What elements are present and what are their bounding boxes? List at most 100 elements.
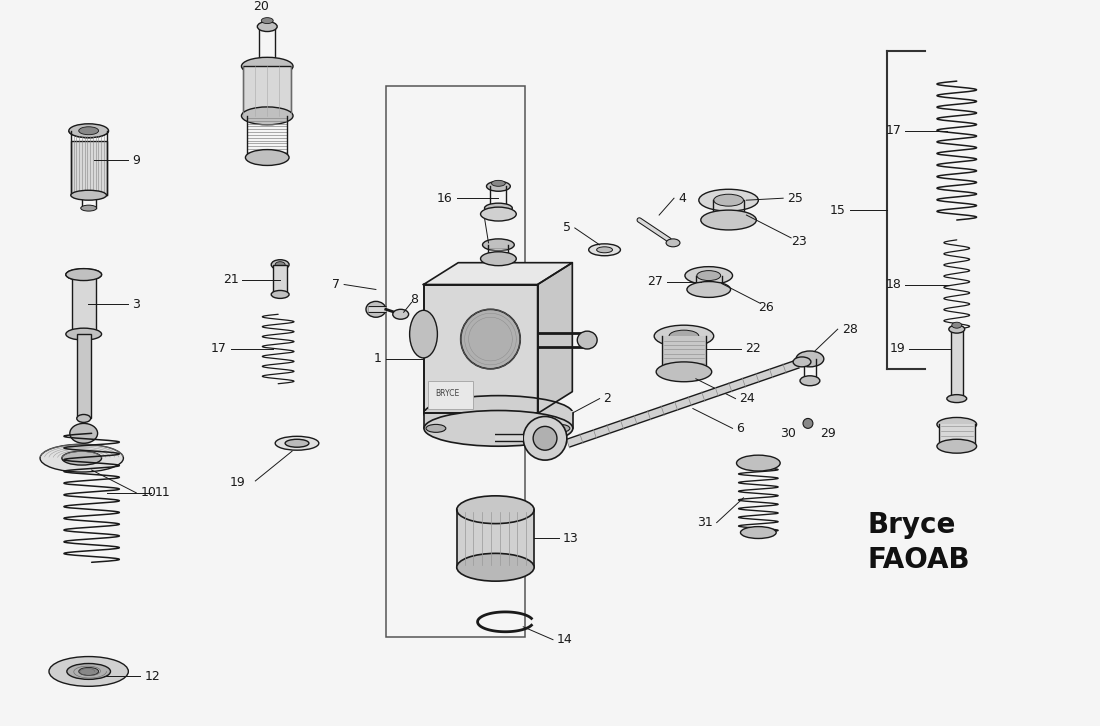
Ellipse shape xyxy=(50,656,129,686)
Ellipse shape xyxy=(79,127,99,135)
Ellipse shape xyxy=(698,189,758,211)
Ellipse shape xyxy=(275,436,319,450)
Ellipse shape xyxy=(80,205,97,211)
Ellipse shape xyxy=(685,266,733,285)
Ellipse shape xyxy=(461,309,520,369)
Ellipse shape xyxy=(492,180,505,187)
Polygon shape xyxy=(424,263,572,285)
Ellipse shape xyxy=(481,252,516,266)
Text: 21: 21 xyxy=(222,273,239,286)
Ellipse shape xyxy=(242,57,293,76)
Text: 14: 14 xyxy=(557,633,573,646)
Text: 10: 10 xyxy=(141,486,156,499)
Ellipse shape xyxy=(66,328,101,340)
Ellipse shape xyxy=(669,330,698,342)
Ellipse shape xyxy=(272,260,289,269)
Ellipse shape xyxy=(66,269,101,280)
Text: 24: 24 xyxy=(739,392,756,405)
Ellipse shape xyxy=(686,282,730,298)
Ellipse shape xyxy=(714,195,744,206)
Text: 11: 11 xyxy=(155,486,170,499)
Ellipse shape xyxy=(456,496,535,523)
Text: 29: 29 xyxy=(820,427,836,440)
Ellipse shape xyxy=(667,239,680,247)
Text: 16: 16 xyxy=(437,192,453,205)
Circle shape xyxy=(803,418,813,428)
Ellipse shape xyxy=(696,271,720,280)
Ellipse shape xyxy=(262,17,273,23)
Text: 8: 8 xyxy=(410,293,419,306)
Ellipse shape xyxy=(242,107,293,125)
Polygon shape xyxy=(424,285,538,414)
Text: 4: 4 xyxy=(678,192,686,205)
Ellipse shape xyxy=(69,423,98,444)
Ellipse shape xyxy=(285,439,309,447)
Ellipse shape xyxy=(481,207,516,221)
Ellipse shape xyxy=(66,269,101,280)
Ellipse shape xyxy=(70,190,107,200)
Ellipse shape xyxy=(937,439,977,453)
Text: BRYCE: BRYCE xyxy=(436,389,460,398)
Ellipse shape xyxy=(588,244,620,256)
Ellipse shape xyxy=(949,325,965,333)
Circle shape xyxy=(79,295,88,303)
Bar xyxy=(386,86,525,637)
Ellipse shape xyxy=(486,182,510,191)
Ellipse shape xyxy=(424,410,573,446)
Ellipse shape xyxy=(654,325,714,347)
Text: 2: 2 xyxy=(604,392,612,405)
Ellipse shape xyxy=(76,272,91,277)
Ellipse shape xyxy=(424,396,573,431)
Ellipse shape xyxy=(69,124,109,138)
Ellipse shape xyxy=(800,376,820,386)
Text: 9: 9 xyxy=(132,154,140,167)
Text: 25: 25 xyxy=(788,192,803,205)
Text: 28: 28 xyxy=(842,322,858,335)
Ellipse shape xyxy=(952,322,961,328)
Ellipse shape xyxy=(393,309,408,319)
Text: 12: 12 xyxy=(144,670,159,683)
Ellipse shape xyxy=(79,667,99,675)
Ellipse shape xyxy=(77,415,90,423)
Ellipse shape xyxy=(737,455,780,471)
Ellipse shape xyxy=(275,261,285,268)
Ellipse shape xyxy=(534,426,557,450)
Text: 3: 3 xyxy=(132,298,140,311)
Bar xyxy=(456,510,535,567)
Ellipse shape xyxy=(67,664,110,680)
Bar xyxy=(424,410,573,428)
Ellipse shape xyxy=(245,150,289,166)
Text: 22: 22 xyxy=(746,343,761,356)
Ellipse shape xyxy=(550,425,570,433)
Ellipse shape xyxy=(40,444,123,472)
Text: 17: 17 xyxy=(886,124,901,137)
Bar xyxy=(70,141,107,195)
Text: 15: 15 xyxy=(829,203,846,216)
Text: 20: 20 xyxy=(253,0,270,13)
Text: 23: 23 xyxy=(791,235,806,248)
Polygon shape xyxy=(538,263,572,414)
Text: 31: 31 xyxy=(697,516,713,529)
Bar xyxy=(243,66,292,116)
Ellipse shape xyxy=(62,451,101,465)
Ellipse shape xyxy=(793,357,811,367)
Ellipse shape xyxy=(578,331,597,349)
Text: 6: 6 xyxy=(737,422,745,435)
Ellipse shape xyxy=(596,247,613,253)
Bar xyxy=(662,336,706,372)
Ellipse shape xyxy=(947,395,967,403)
Text: 27: 27 xyxy=(647,275,663,288)
Text: Bryce
FAOAB: Bryce FAOAB xyxy=(868,511,970,574)
Text: 18: 18 xyxy=(886,278,901,291)
Text: 1: 1 xyxy=(374,352,382,365)
Bar xyxy=(72,274,96,334)
Bar xyxy=(429,380,473,409)
Ellipse shape xyxy=(657,362,712,382)
Ellipse shape xyxy=(740,526,777,539)
Ellipse shape xyxy=(257,22,277,31)
Text: 30: 30 xyxy=(780,427,796,440)
Text: 5: 5 xyxy=(563,221,571,234)
Text: 19: 19 xyxy=(890,343,905,356)
Bar xyxy=(939,425,975,446)
Ellipse shape xyxy=(524,417,567,460)
